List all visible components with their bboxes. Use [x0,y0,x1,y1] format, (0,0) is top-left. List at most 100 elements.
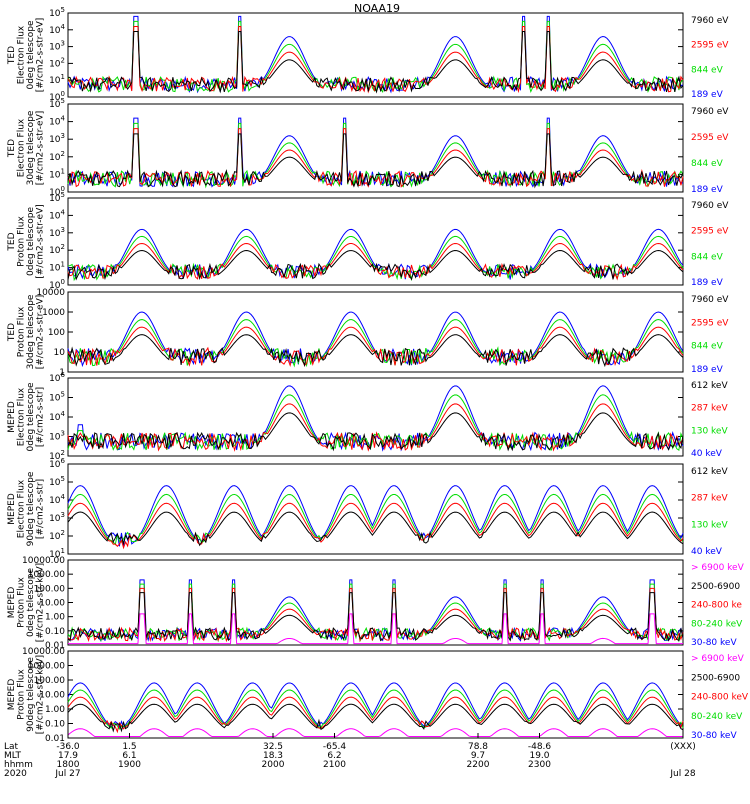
series-green-panel-3 [67,235,684,282]
footer-column-label: 6.2 [327,751,341,761]
series-black-panel-3 [67,250,684,281]
footer-column-label: Jul 27 [54,769,80,779]
panel-3-ylabel: TEDProton Flux0deg telescope[#/cm2-s-str… [7,204,46,279]
footer-column-label: -65.4 [323,742,347,752]
panel-5-ytick-label: 106 [49,371,65,384]
series-red-panel-1 [67,25,684,94]
panel-8-ytick-label: 10000.00 [22,647,65,657]
panel-3-frame [67,197,684,286]
panel-5-ytick-label: 105 [49,391,65,404]
footer-column-label: 2100 [323,760,346,770]
panel-5-ylabel: MEPEDElectron Flux0deg telescope[#/cm2-s… [7,382,46,452]
legend-130-kev: 130 keV [691,520,728,530]
footer-column-label: 32.5 [263,742,283,752]
footer-row-label: MLT [4,751,22,761]
chart-title: NOAA19 [354,2,400,15]
footer-column-label: 1900 [118,760,141,770]
legend-40-kev: 40 keV [691,449,723,459]
footer-row-label: hhmm [4,760,33,770]
panel-5-ytick-label: 102 [49,449,65,462]
panel-8-ytick-label: 100.00 [34,676,66,686]
series-green-panel-1 [67,20,684,94]
panel-6-ytick-label: 105 [49,475,65,488]
panel-3-ytick-label: 100 [49,278,65,291]
panel-7-ytick-label: 0.10 [45,627,65,637]
series-black-panel-7 [67,592,684,642]
legend-240-800-kev: 240-800 keV [691,693,749,703]
footer-column-label: 19.0 [529,751,549,761]
panel-2-ytick-label: 100 [49,185,65,198]
legend-7960-ev: 7960 eV [691,295,729,305]
legend-612-kev: 612 keV [691,467,728,477]
panel-3-ytick-label: 104 [49,208,65,221]
footer-column-label: 2200 [467,760,490,770]
legend-844-ev: 844 eV [691,65,724,75]
panel-7-ytick-label: 10.00 [39,599,65,609]
panel-4-ytick-label: 100 [48,328,65,338]
footer-column-label: 1.5 [122,742,136,752]
legend-287-kev: 287 keV [691,494,728,504]
panel-4-ytick-label: 10 [54,348,66,358]
series-magenta-panel-8 [67,728,683,738]
panel-3-ytick-label: 105 [49,191,65,204]
panel-8-ytick-label: 1000.00 [28,662,65,672]
panel-1-ytick-label: 103 [49,40,65,53]
panel-1-ylabel: TEDElectron Flux0deg telescope[#/cm2-s-s… [7,18,46,93]
legend-2595-ev: 2595 eV [691,227,729,237]
series-black-panel-8 [67,703,684,733]
series-black-panel-1 [67,30,684,94]
panel-1-frame [67,12,684,98]
series-red-panel-4 [67,326,684,368]
panel-7-ytick-label: 1.00 [45,613,65,623]
panel-6-ytick-label: 106 [49,457,65,470]
panel-3-ytick-label: 102 [49,243,65,256]
series-green-panel-6 [67,493,684,546]
panel-1-ytick-label: 101 [49,73,65,86]
series-red-panel-8 [67,696,684,734]
panel-2-ytick-label: 102 [49,150,65,163]
panel-7-ytick-label: 10000.00 [22,556,65,566]
panel-6-ytick-label: 104 [49,493,65,506]
footer-column-label: 2000 [262,760,285,770]
panel-2-ytick-label: 101 [49,167,65,180]
legend-2595-ev: 2595 eV [691,41,729,51]
footer-column-label: 9.7 [471,751,485,761]
legend-30-80-kev: 30-80 keV [691,638,737,648]
panel-8-ytick-label: 0.10 [45,720,65,730]
panel-2-ytick-label: 105 [49,97,65,110]
legend--6900-kev: > 6900 keV [691,563,745,573]
panel-5-ytick-label: 103 [49,430,65,443]
panel-1-ytick-label: 100 [49,90,65,103]
panel-5-ytick-label: 104 [49,410,65,423]
series-black-panel-4 [67,334,684,368]
legend-7960-ev: 7960 eV [691,201,729,211]
panel-1-ytick-label: 102 [49,56,65,69]
legend-287-kev: 287 keV [691,404,728,414]
series-blue-panel-6 [67,485,684,547]
panel-2-frame [67,103,684,193]
legend-844-ev: 844 eV [691,252,724,262]
footer-column-label: (XXX) [670,742,696,752]
footer-row-label: Lat [4,742,19,752]
legend-80-240-kev: 80-240 keV [691,619,743,629]
panel-6-ylabel: MEPEDElectron Flux90deg telescope[#/cm2-… [7,471,46,546]
legend-7960-ev: 7960 eV [691,16,729,26]
footer-column-label: 78.8 [468,742,488,752]
legend-2595-ev: 2595 eV [691,133,729,143]
legend-2500-6900: 2500-6900 [691,673,740,683]
footer-column-label: -36.0 [56,742,80,752]
legend-30-80-kev: 30-80 keV [691,731,737,741]
series-red-panel-6 [67,502,684,550]
series-green-panel-8 [67,689,684,730]
legend-189-ev: 189 eV [691,90,724,100]
panel-6-ytick-label: 102 [49,529,65,542]
legend--6900-kev: > 6900 keV [691,654,745,664]
footer-column-label: 18.3 [263,751,283,761]
panel-6-ytick-label: 101 [49,547,65,560]
legend-130-kev: 130 keV [691,426,728,436]
series-black-panel-5 [67,412,684,452]
panel-4-ytick-label: 10000 [36,288,65,298]
legend-612-kev: 612 keV [691,381,728,391]
